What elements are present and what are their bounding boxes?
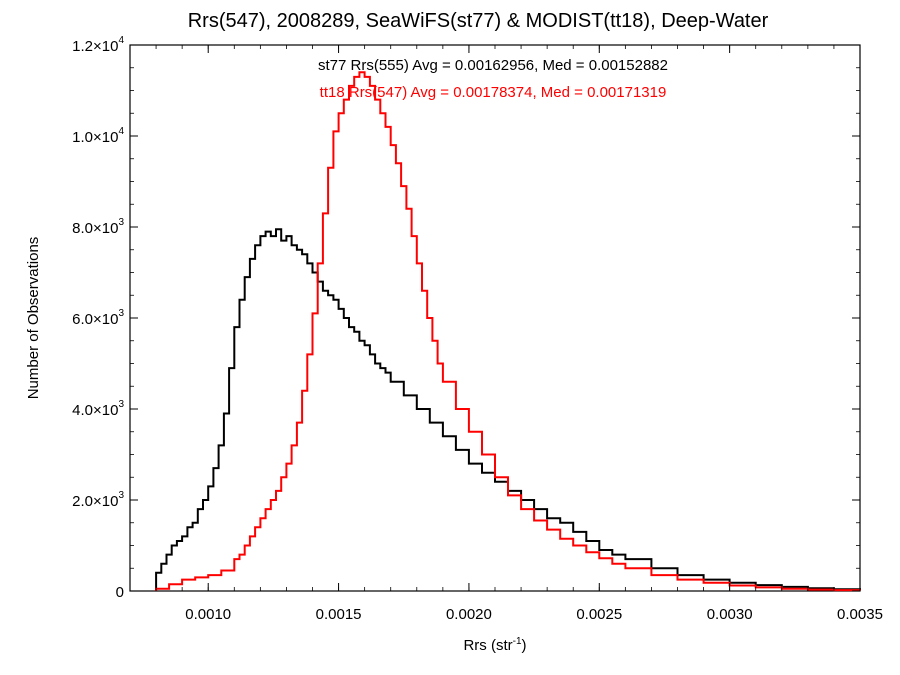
x-tick-label: 0.0025: [576, 606, 622, 623]
x-axis-label: Rrs (str-1): [463, 636, 526, 654]
y-tick-label: 4.0×103: [72, 399, 124, 419]
y-tick-label: 1.2×104: [72, 35, 124, 55]
series-layer: [155, 71, 861, 592]
series-line-0: [155, 228, 861, 591]
ticks-layer: 0.0010 0.0015 0.0020 0.0025 0.0030 0.0035 0 2.0…: [72, 35, 883, 623]
x-tick-label: 0.0015: [316, 606, 362, 623]
y-tick-label: 2.0×103: [72, 490, 124, 510]
x-tick-label: 0.0030: [707, 606, 753, 623]
y-tick-label: 0: [116, 584, 124, 601]
x-tick-label: 0.0020: [446, 606, 492, 623]
y-tick-label: 1.0×104: [72, 126, 124, 146]
x-tick-label: 0.0035: [837, 606, 883, 623]
series-line-1: [155, 71, 861, 592]
y-tick-label: 6.0×103: [72, 308, 124, 328]
annotation-tt18: tt18 Rrs(547) Avg = 0.00178374, Med = 0.…: [320, 84, 667, 101]
y-tick-label: 8.0×103: [72, 217, 124, 237]
y-axis-label: Number of Observations: [25, 237, 42, 400]
annotation-st77: st77 Rrs(555) Avg = 0.00162956, Med = 0.…: [318, 57, 668, 74]
x-tick-label: 0.0010: [185, 606, 231, 623]
chart-title: Rrs(547), 2008289, SeaWiFS(st77) & MODIS…: [188, 10, 769, 32]
